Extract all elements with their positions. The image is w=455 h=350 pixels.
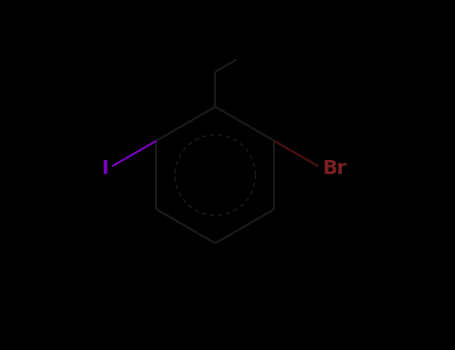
Text: I: I — [101, 159, 108, 177]
Text: Br: Br — [323, 159, 347, 177]
